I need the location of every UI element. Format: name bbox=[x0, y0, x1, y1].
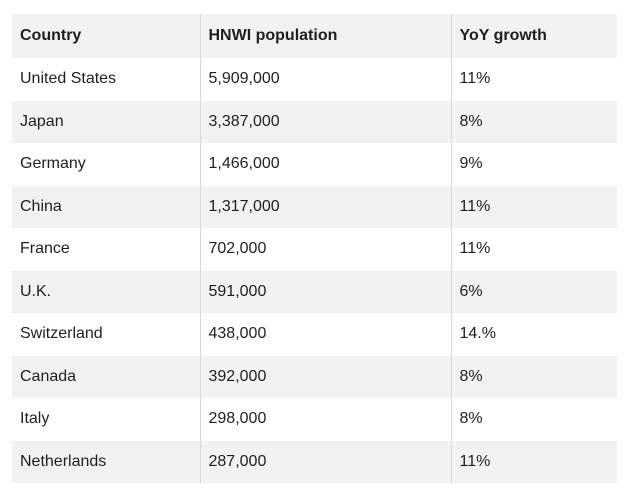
header-yoy-growth: YoY growth bbox=[450, 14, 617, 58]
cell-population: 3,387,000 bbox=[199, 100, 451, 143]
cell-growth: 8% bbox=[450, 355, 617, 398]
cell-growth: 11% bbox=[450, 185, 617, 228]
cell-population: 1,317,000 bbox=[199, 185, 451, 228]
table-header-row: Country HNWI population YoY growth bbox=[12, 14, 617, 58]
table-row: United States 5,909,000 11% bbox=[12, 58, 617, 101]
table-row: China 1,317,000 11% bbox=[12, 185, 617, 228]
header-hnwi-population: HNWI population bbox=[199, 14, 451, 58]
table-row: Japan 3,387,000 8% bbox=[12, 100, 617, 143]
table-row: Italy 298,000 8% bbox=[12, 398, 617, 441]
cell-country: Germany bbox=[20, 155, 86, 173]
cell-country: U.K. bbox=[12, 270, 200, 313]
table-row: U.K. 591,000 6% bbox=[12, 270, 617, 313]
cell-country: Italy bbox=[20, 410, 50, 428]
cell-country: Canada bbox=[12, 355, 200, 398]
cell-growth: 11% bbox=[450, 58, 617, 101]
cell-population: 5,909,000 bbox=[199, 58, 451, 101]
cell-growth: 11% bbox=[450, 228, 617, 271]
header-country: Country bbox=[12, 14, 200, 58]
cell-population: 1,466,000 bbox=[199, 143, 451, 186]
hnwi-table-container: Country HNWI population YoY growth Unite… bbox=[12, 14, 617, 483]
cell-population: 287,000 bbox=[199, 440, 451, 483]
cell-growth: 8% bbox=[450, 100, 617, 143]
cell-country: United States bbox=[20, 70, 117, 88]
table-row: Germany 1,466,000 9% bbox=[12, 143, 617, 186]
cell-country: Netherlands bbox=[12, 440, 200, 483]
cell-country: Switzerland bbox=[20, 325, 103, 343]
cell-country: China bbox=[12, 185, 200, 228]
cell-growth: 14.% bbox=[450, 313, 617, 356]
cell-population: 702,000 bbox=[199, 228, 451, 271]
cell-country: France bbox=[20, 240, 70, 258]
cell-population: 591,000 bbox=[199, 270, 451, 313]
cell-population: 438,000 bbox=[199, 313, 451, 356]
table-row: Netherlands 287,000 11% bbox=[12, 440, 617, 483]
table-row: Canada 392,000 8% bbox=[12, 355, 617, 398]
table-row: Switzerland 438,000 14.% bbox=[12, 313, 617, 356]
cell-population: 298,000 bbox=[199, 398, 451, 441]
table-row: France 702,000 11% bbox=[12, 228, 617, 271]
cell-population: 392,000 bbox=[199, 355, 451, 398]
cell-growth: 6% bbox=[450, 270, 617, 313]
cell-growth: 8% bbox=[450, 398, 617, 441]
cell-growth: 11% bbox=[450, 440, 617, 483]
hnwi-table: Country HNWI population YoY growth Unite… bbox=[12, 14, 617, 483]
cell-growth: 9% bbox=[450, 143, 617, 186]
cell-country: Japan bbox=[12, 100, 200, 143]
